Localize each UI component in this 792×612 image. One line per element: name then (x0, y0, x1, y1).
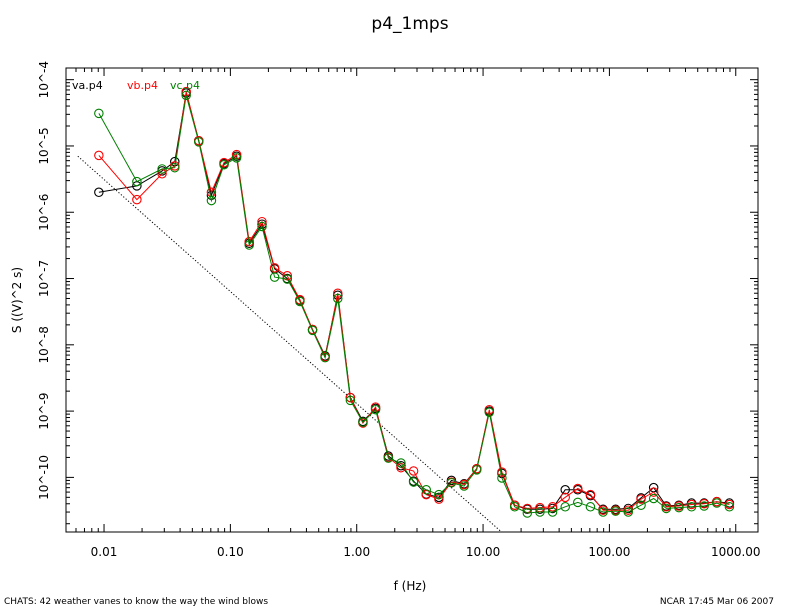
data-point (724, 499, 735, 510)
data-point (333, 293, 343, 304)
data-point (648, 493, 659, 504)
data-point (686, 502, 697, 512)
data-point (560, 485, 570, 495)
data-point (522, 508, 533, 518)
data-point (636, 500, 646, 510)
data-point (194, 137, 204, 147)
data-point (244, 240, 254, 250)
y-tick-label: 10^-4 (37, 61, 51, 98)
data-point (157, 164, 167, 174)
data-point (333, 288, 343, 298)
data-point (509, 502, 520, 512)
x-tick-label: 100.00 (588, 545, 630, 559)
footer-timestamp: NCAR 17:45 Mar 06 2007 (659, 597, 774, 607)
data-point (686, 499, 697, 510)
data-point (269, 263, 280, 273)
data-point (446, 478, 457, 488)
data-point (674, 502, 684, 513)
data-point (585, 489, 596, 500)
data-point (459, 481, 469, 491)
data-point (497, 473, 507, 483)
data-point (408, 466, 419, 476)
legend-item: vb.p4 (127, 79, 158, 92)
data-point (636, 494, 646, 504)
x-tick-label: 0.01 (91, 545, 118, 559)
plot-frame (65, 67, 759, 533)
data-point (345, 395, 356, 406)
x-tick-label: 0.10 (217, 545, 244, 559)
y-tick-label: 10^-9 (37, 392, 51, 429)
data-point (295, 296, 305, 307)
data-point (257, 221, 267, 232)
data-point (132, 194, 142, 205)
data-point (573, 483, 583, 494)
data-point (206, 195, 217, 206)
series-line-va-p4 (98, 92, 730, 510)
series-line-vb-p4 (98, 91, 730, 511)
footer-caption: CHATS: 42 weather vanes to know the way … (4, 597, 269, 607)
data-point (282, 274, 293, 284)
data-point (598, 507, 608, 517)
data-point (345, 392, 356, 403)
data-point (94, 150, 104, 161)
data-point (181, 90, 191, 101)
data-point (547, 502, 558, 512)
y-tick-label: 10^-10 (37, 455, 51, 500)
series-line-vc-p4 (98, 95, 730, 514)
data-point (94, 108, 104, 119)
data-point (396, 458, 406, 468)
data-point (560, 502, 570, 512)
data-point (434, 489, 444, 500)
data-point (132, 176, 142, 187)
data-point (170, 162, 180, 173)
y-tick-label: 10^-8 (37, 326, 51, 363)
data-point (712, 498, 722, 508)
plot-area: 0.01 0.10 1.00 10.00 100.00 1000.00 10^-10 10^-… (37, 61, 761, 559)
data-point (648, 487, 659, 497)
data-point (471, 465, 482, 475)
data-point (585, 502, 596, 512)
legend-item: vc.p4 (170, 79, 200, 92)
x-tick-label: 1000.00 (711, 545, 761, 559)
data-point (219, 160, 229, 170)
data-point (610, 506, 621, 516)
chart-title: p4_1mps (371, 14, 448, 34)
x-tick-label: 1.00 (343, 545, 370, 559)
data-point (370, 404, 381, 415)
data-point (231, 153, 242, 163)
data-point (269, 272, 280, 282)
data-point (358, 417, 368, 427)
data-point (699, 499, 709, 509)
legend-item: va.p4 (72, 79, 103, 92)
data-point (383, 453, 394, 463)
data-point (547, 507, 558, 517)
data-point (699, 501, 709, 511)
data-point (573, 497, 583, 508)
data-point (320, 352, 330, 363)
data-point (560, 492, 570, 503)
data-point (94, 187, 104, 198)
y-tick-label: 10^-6 (37, 194, 51, 231)
y-tick-label: 10^-5 (37, 127, 51, 164)
data-point (307, 325, 318, 336)
data-point (408, 477, 419, 487)
y-axis-label: S ((V)^2 s) (10, 267, 24, 333)
reference-line (77, 155, 502, 533)
data-point (421, 489, 431, 500)
data-point (421, 485, 431, 495)
x-axis-label: f (Hz) (394, 579, 427, 593)
data-point (661, 503, 672, 514)
data-point (484, 407, 495, 418)
data-point (244, 236, 254, 247)
data-point (724, 502, 735, 512)
data-point (623, 507, 634, 517)
x-tick-label: 10.00 (466, 545, 500, 559)
y-tick-label: 10^-7 (37, 260, 51, 297)
data-point (157, 169, 167, 179)
data-point (535, 507, 545, 517)
